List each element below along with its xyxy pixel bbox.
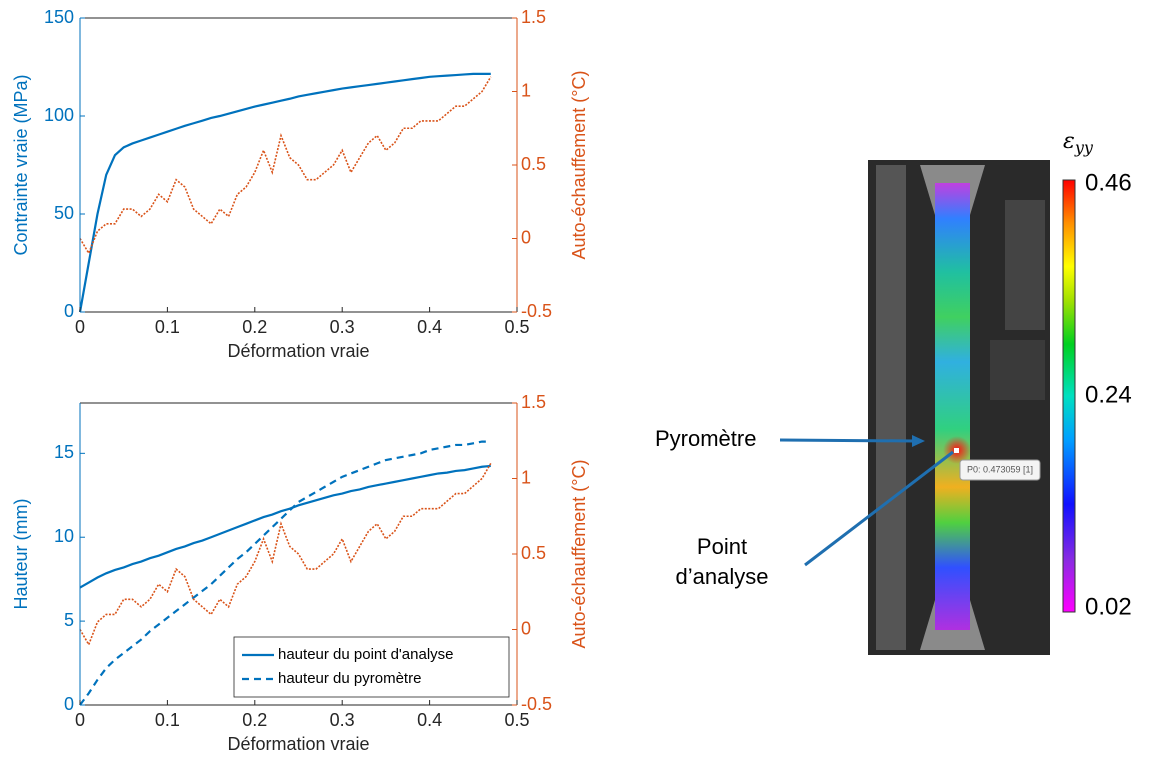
pointer-line: [804, 450, 954, 567]
legend-label: hauteur du pyromètre: [278, 670, 421, 687]
data-line: [79, 440, 491, 706]
annotation: Pyromètre: [655, 426, 756, 451]
y2-tick-label: 1.5: [521, 392, 546, 412]
y-tick-label: 0: [64, 694, 74, 714]
colorbar-label: εyy: [1063, 129, 1094, 157]
x-tick-label: 0.3: [330, 710, 355, 730]
legend-label: hauteur du point d'analyse: [278, 646, 454, 663]
x-tick-label: 0.5: [504, 710, 529, 730]
x-axis-label: Déformation vraie: [227, 734, 369, 754]
data-line: [79, 462, 492, 647]
y-axis-label: Hauteur (mm): [11, 498, 31, 609]
x-tick-label: 0.1: [155, 317, 180, 337]
arrow: [779, 438, 916, 443]
x-axis-label: Déformation vraie: [227, 341, 369, 361]
y-tick-label: 15: [54, 442, 74, 462]
y2-axis-label: Auto-échauffement (°C): [569, 460, 589, 649]
data-line: [78, 72, 491, 313]
colorbar: [1062, 179, 1076, 613]
y-tick-label: 100: [44, 105, 74, 125]
x-tick-label: 0.2: [242, 317, 267, 337]
x-tick-label: 0.4: [417, 317, 442, 337]
annotation: d’analyse: [676, 564, 769, 589]
x-tick-label: 0.5: [504, 317, 529, 337]
colorbar-tick-label: 0.02: [1085, 593, 1132, 620]
y-tick-label: 0: [64, 301, 74, 321]
arrow-head: [912, 435, 925, 447]
colorbar-tick-label: 0.24: [1085, 381, 1132, 408]
tooltip: P0: 0.473059 [1]: [967, 464, 1033, 474]
annotation: Point: [697, 534, 747, 559]
y-tick-label: 5: [64, 610, 74, 630]
x-tick-label: 0.1: [155, 710, 180, 730]
y-tick-label: 10: [54, 526, 74, 546]
colorbar-tick-label: 0.46: [1085, 169, 1132, 196]
specimen-image: P0: 0.473059 [1]: [868, 160, 1050, 655]
y-tick-label: 50: [54, 203, 74, 223]
y2-tick-label: 0.5: [521, 154, 546, 174]
x-tick-label: 0.2: [242, 710, 267, 730]
y2-axis-label: Auto-échauffement (°C): [569, 71, 589, 260]
y2-tick-label: -0.5: [521, 301, 552, 321]
data-line: [79, 464, 491, 589]
x-tick-label: 0: [75, 317, 85, 337]
y2-tick-label: 1: [521, 80, 531, 100]
y2-tick-label: -0.5: [521, 694, 552, 714]
y2-tick-label: 0: [521, 227, 531, 247]
x-tick-label: 0.3: [330, 317, 355, 337]
legend-box: [233, 636, 510, 698]
x-tick-label: 0.4: [417, 710, 442, 730]
y-tick-label: 150: [44, 7, 74, 27]
y2-tick-label: 1.5: [521, 7, 546, 27]
y2-tick-label: 1: [521, 467, 531, 487]
x-tick-label: 0: [75, 710, 85, 730]
data-line: [79, 76, 492, 256]
y2-tick-label: 0: [521, 618, 531, 638]
y-axis-label: Contrainte vraie (MPa): [11, 74, 31, 255]
y2-tick-label: 0.5: [521, 543, 546, 563]
